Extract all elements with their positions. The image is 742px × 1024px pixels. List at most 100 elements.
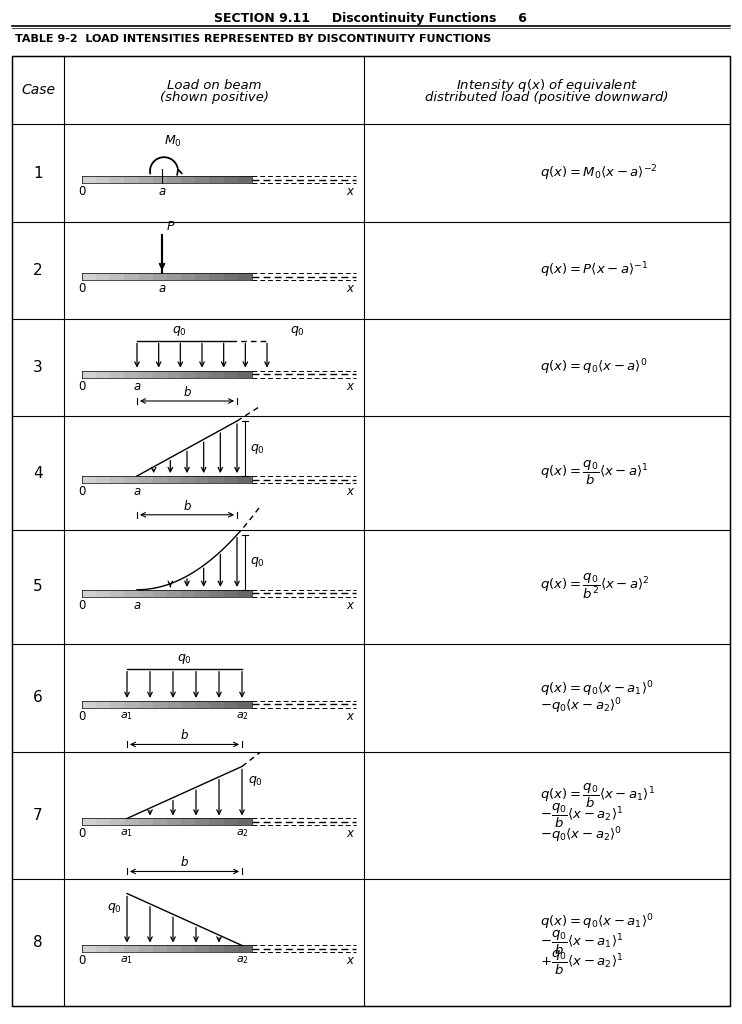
Bar [125, 945, 139, 952]
Bar [111, 176, 125, 183]
Text: 0: 0 [79, 599, 85, 611]
Text: $q(x) = \dfrac{q_0}{b^2}\langle x - a\rangle^{2}$: $q(x) = \dfrac{q_0}{b^2}\langle x - a\ra… [539, 572, 649, 601]
Bar [139, 476, 153, 483]
Bar [181, 945, 195, 952]
Text: $q_0$: $q_0$ [171, 324, 186, 338]
Text: $- q_0\langle x - a_2\rangle^{0}$: $- q_0\langle x - a_2\rangle^{0}$ [539, 825, 622, 845]
Bar [96, 273, 111, 281]
Bar [237, 476, 252, 483]
Bar [195, 476, 209, 483]
Bar [125, 273, 139, 281]
Text: $x$: $x$ [347, 710, 355, 723]
Bar [139, 700, 153, 708]
Bar [237, 590, 252, 597]
Text: Case: Case [21, 83, 55, 97]
Text: 0: 0 [79, 185, 85, 198]
Bar [237, 176, 252, 183]
Bar [167, 371, 181, 378]
Bar [82, 273, 96, 281]
Bar [125, 590, 139, 597]
Text: $q_0$: $q_0$ [250, 555, 265, 569]
Bar [82, 590, 96, 597]
Bar [153, 590, 167, 597]
Text: $P$: $P$ [166, 220, 176, 233]
Text: $- \dfrac{q_0}{b}\langle x - a_1\rangle^{1}$: $- \dfrac{q_0}{b}\langle x - a_1\rangle^… [539, 929, 623, 956]
Text: 0: 0 [79, 283, 85, 295]
Text: $q(x) = P\langle x - a\rangle^{-1}$: $q(x) = P\langle x - a\rangle^{-1}$ [539, 260, 648, 281]
Text: 7: 7 [33, 808, 43, 823]
Text: $q_0$: $q_0$ [177, 652, 192, 666]
Text: 0: 0 [79, 710, 85, 723]
Bar [167, 945, 181, 952]
Bar [153, 476, 167, 483]
Bar [167, 476, 181, 483]
Text: $a_2$: $a_2$ [235, 954, 249, 967]
Bar [139, 371, 153, 378]
Bar [181, 476, 195, 483]
Bar [167, 176, 181, 183]
Bar [125, 476, 139, 483]
Text: $x$: $x$ [347, 954, 355, 968]
Bar [96, 700, 111, 708]
Bar [125, 371, 139, 378]
Bar [82, 818, 96, 825]
Bar [209, 176, 223, 183]
Bar [195, 371, 209, 378]
Text: $a$: $a$ [133, 599, 141, 611]
Text: $q(x) = q_0\langle x - a_1\rangle^{0}$: $q(x) = q_0\langle x - a_1\rangle^{0}$ [539, 680, 654, 699]
Text: 8: 8 [33, 935, 43, 950]
Text: 0: 0 [79, 380, 85, 392]
Bar [223, 590, 237, 597]
Bar [153, 371, 167, 378]
Text: $a_1$: $a_1$ [120, 827, 134, 840]
Bar [181, 273, 195, 281]
Text: $a_2$: $a_2$ [235, 710, 249, 722]
Text: 4: 4 [33, 466, 43, 480]
Text: $a$: $a$ [133, 485, 141, 498]
Text: $x$: $x$ [347, 485, 355, 498]
Text: $x$: $x$ [347, 283, 355, 295]
Bar [209, 273, 223, 281]
Bar [111, 700, 125, 708]
Text: distributed load (positive downward): distributed load (positive downward) [425, 91, 669, 103]
Bar [237, 371, 252, 378]
Bar [125, 818, 139, 825]
Text: $q_0$: $q_0$ [248, 774, 263, 788]
Bar [139, 176, 153, 183]
Bar [139, 273, 153, 281]
Text: $M_0$: $M_0$ [164, 134, 182, 150]
Text: 6: 6 [33, 690, 43, 706]
Text: $b$: $b$ [180, 855, 189, 869]
Text: $a$: $a$ [133, 380, 141, 392]
Text: 3: 3 [33, 360, 43, 375]
Bar [111, 590, 125, 597]
Bar [96, 818, 111, 825]
Bar [195, 818, 209, 825]
Bar [153, 273, 167, 281]
Bar [195, 590, 209, 597]
Bar [209, 590, 223, 597]
Text: $b$: $b$ [183, 385, 191, 399]
Bar [125, 176, 139, 183]
Bar [237, 273, 252, 281]
Bar [167, 700, 181, 708]
Bar [82, 176, 96, 183]
Bar [96, 371, 111, 378]
Bar [111, 371, 125, 378]
Text: SECTION 9.11     Discontinuity Functions     6: SECTION 9.11 Discontinuity Functions 6 [214, 12, 526, 25]
Text: $q_0$: $q_0$ [107, 901, 122, 915]
Bar [181, 590, 195, 597]
Bar [223, 818, 237, 825]
Bar [139, 818, 153, 825]
Text: 0: 0 [79, 954, 85, 968]
Bar [209, 945, 223, 952]
Text: $q(x) = q_0\langle x - a_1\rangle^{0}$: $q(x) = q_0\langle x - a_1\rangle^{0}$ [539, 912, 654, 932]
Bar [153, 176, 167, 183]
Text: $q(x) = q_0\langle x - a\rangle^{0}$: $q(x) = q_0\langle x - a\rangle^{0}$ [539, 357, 647, 377]
Text: 0: 0 [79, 485, 85, 498]
Text: $x$: $x$ [347, 827, 355, 841]
Bar [139, 945, 153, 952]
Text: 0: 0 [79, 827, 85, 841]
Text: $- q_0\langle x - a_2\rangle^{0}$: $- q_0\langle x - a_2\rangle^{0}$ [539, 696, 622, 716]
Text: $b$: $b$ [180, 728, 189, 742]
